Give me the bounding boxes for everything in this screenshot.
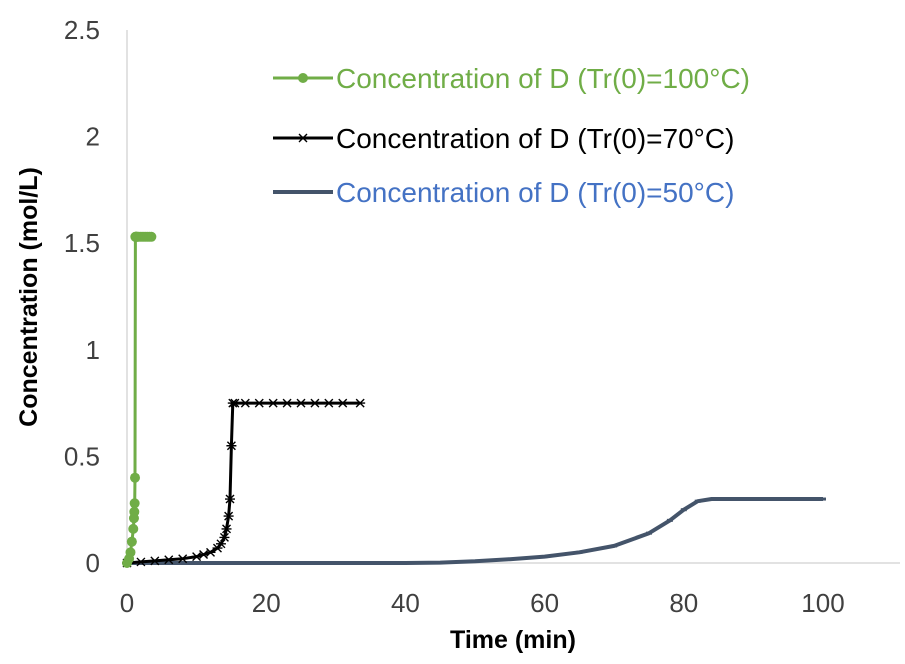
data-point — [355, 398, 366, 408]
y-tick-label: 1.5 — [64, 228, 100, 258]
data-point — [268, 398, 279, 408]
data-point — [149, 556, 160, 566]
x-tick-label: 80 — [669, 588, 698, 618]
x-axis-title: Time (min) — [450, 626, 576, 654]
data-point — [254, 398, 265, 408]
x-tick-label: 100 — [801, 588, 844, 618]
data-point — [240, 398, 251, 408]
series-line — [127, 497, 823, 565]
data-point — [163, 555, 174, 565]
data-point — [221, 524, 232, 534]
series-1 — [122, 231, 157, 568]
x-tick-label: 60 — [530, 588, 559, 618]
data-point — [130, 472, 141, 483]
data-point — [146, 231, 157, 242]
x-tick-labels: 0 20 40 60 80 100 — [120, 588, 845, 618]
data-point — [282, 398, 293, 408]
legend-marker — [298, 133, 308, 143]
y-tick-label: 1 — [86, 335, 100, 365]
data-point — [126, 536, 137, 547]
y-tick-label: 2.5 — [64, 15, 100, 45]
legend-item: Concentration of D (Tr(0)=100°C) — [273, 63, 750, 94]
data-point — [323, 398, 334, 408]
legend: Concentration of D (Tr(0)=100°C) Concentr… — [273, 63, 750, 208]
data-point — [129, 506, 140, 517]
data-point — [337, 398, 348, 408]
x-tick-label: 40 — [391, 588, 420, 618]
data-point — [309, 398, 320, 408]
axes — [126, 30, 900, 564]
legend-label: Concentration of D (Tr(0)=100°C) — [336, 63, 750, 94]
x-tick-label: 20 — [252, 588, 281, 618]
y-axis-title: Concentration (mol/L) — [15, 167, 43, 427]
data-point — [177, 554, 188, 564]
plot-area — [122, 231, 826, 568]
series-3 — [124, 497, 826, 565]
legend-item: Concentration of D (Tr(0)=70°C) — [273, 123, 734, 154]
data-point — [226, 441, 237, 451]
data-point — [135, 557, 146, 567]
data-point — [223, 511, 234, 521]
y-tick-labels: 0 0.5 1 1.5 2 2.5 — [64, 15, 100, 578]
y-tick-label: 0.5 — [64, 441, 100, 471]
legend-marker — [298, 73, 308, 83]
y-tick-label: 2 — [86, 122, 100, 152]
x-tick-label: 0 — [120, 588, 134, 618]
data-point — [296, 398, 306, 408]
legend-label: Concentration of D (Tr(0)=50°C) — [336, 177, 734, 208]
data-point — [125, 547, 136, 558]
data-point — [229, 398, 240, 408]
data-point — [128, 523, 139, 534]
series-line — [126, 401, 361, 565]
data-point — [225, 494, 236, 504]
legend-label: Concentration of D (Tr(0)=70°C) — [336, 123, 734, 154]
series-2 — [122, 398, 366, 568]
data-point — [129, 498, 140, 509]
data-point — [219, 532, 230, 542]
data-point — [215, 539, 226, 549]
y-tick-label: 0 — [86, 548, 100, 578]
legend-item: Concentration of D (Tr(0)=50°C) — [273, 177, 734, 208]
